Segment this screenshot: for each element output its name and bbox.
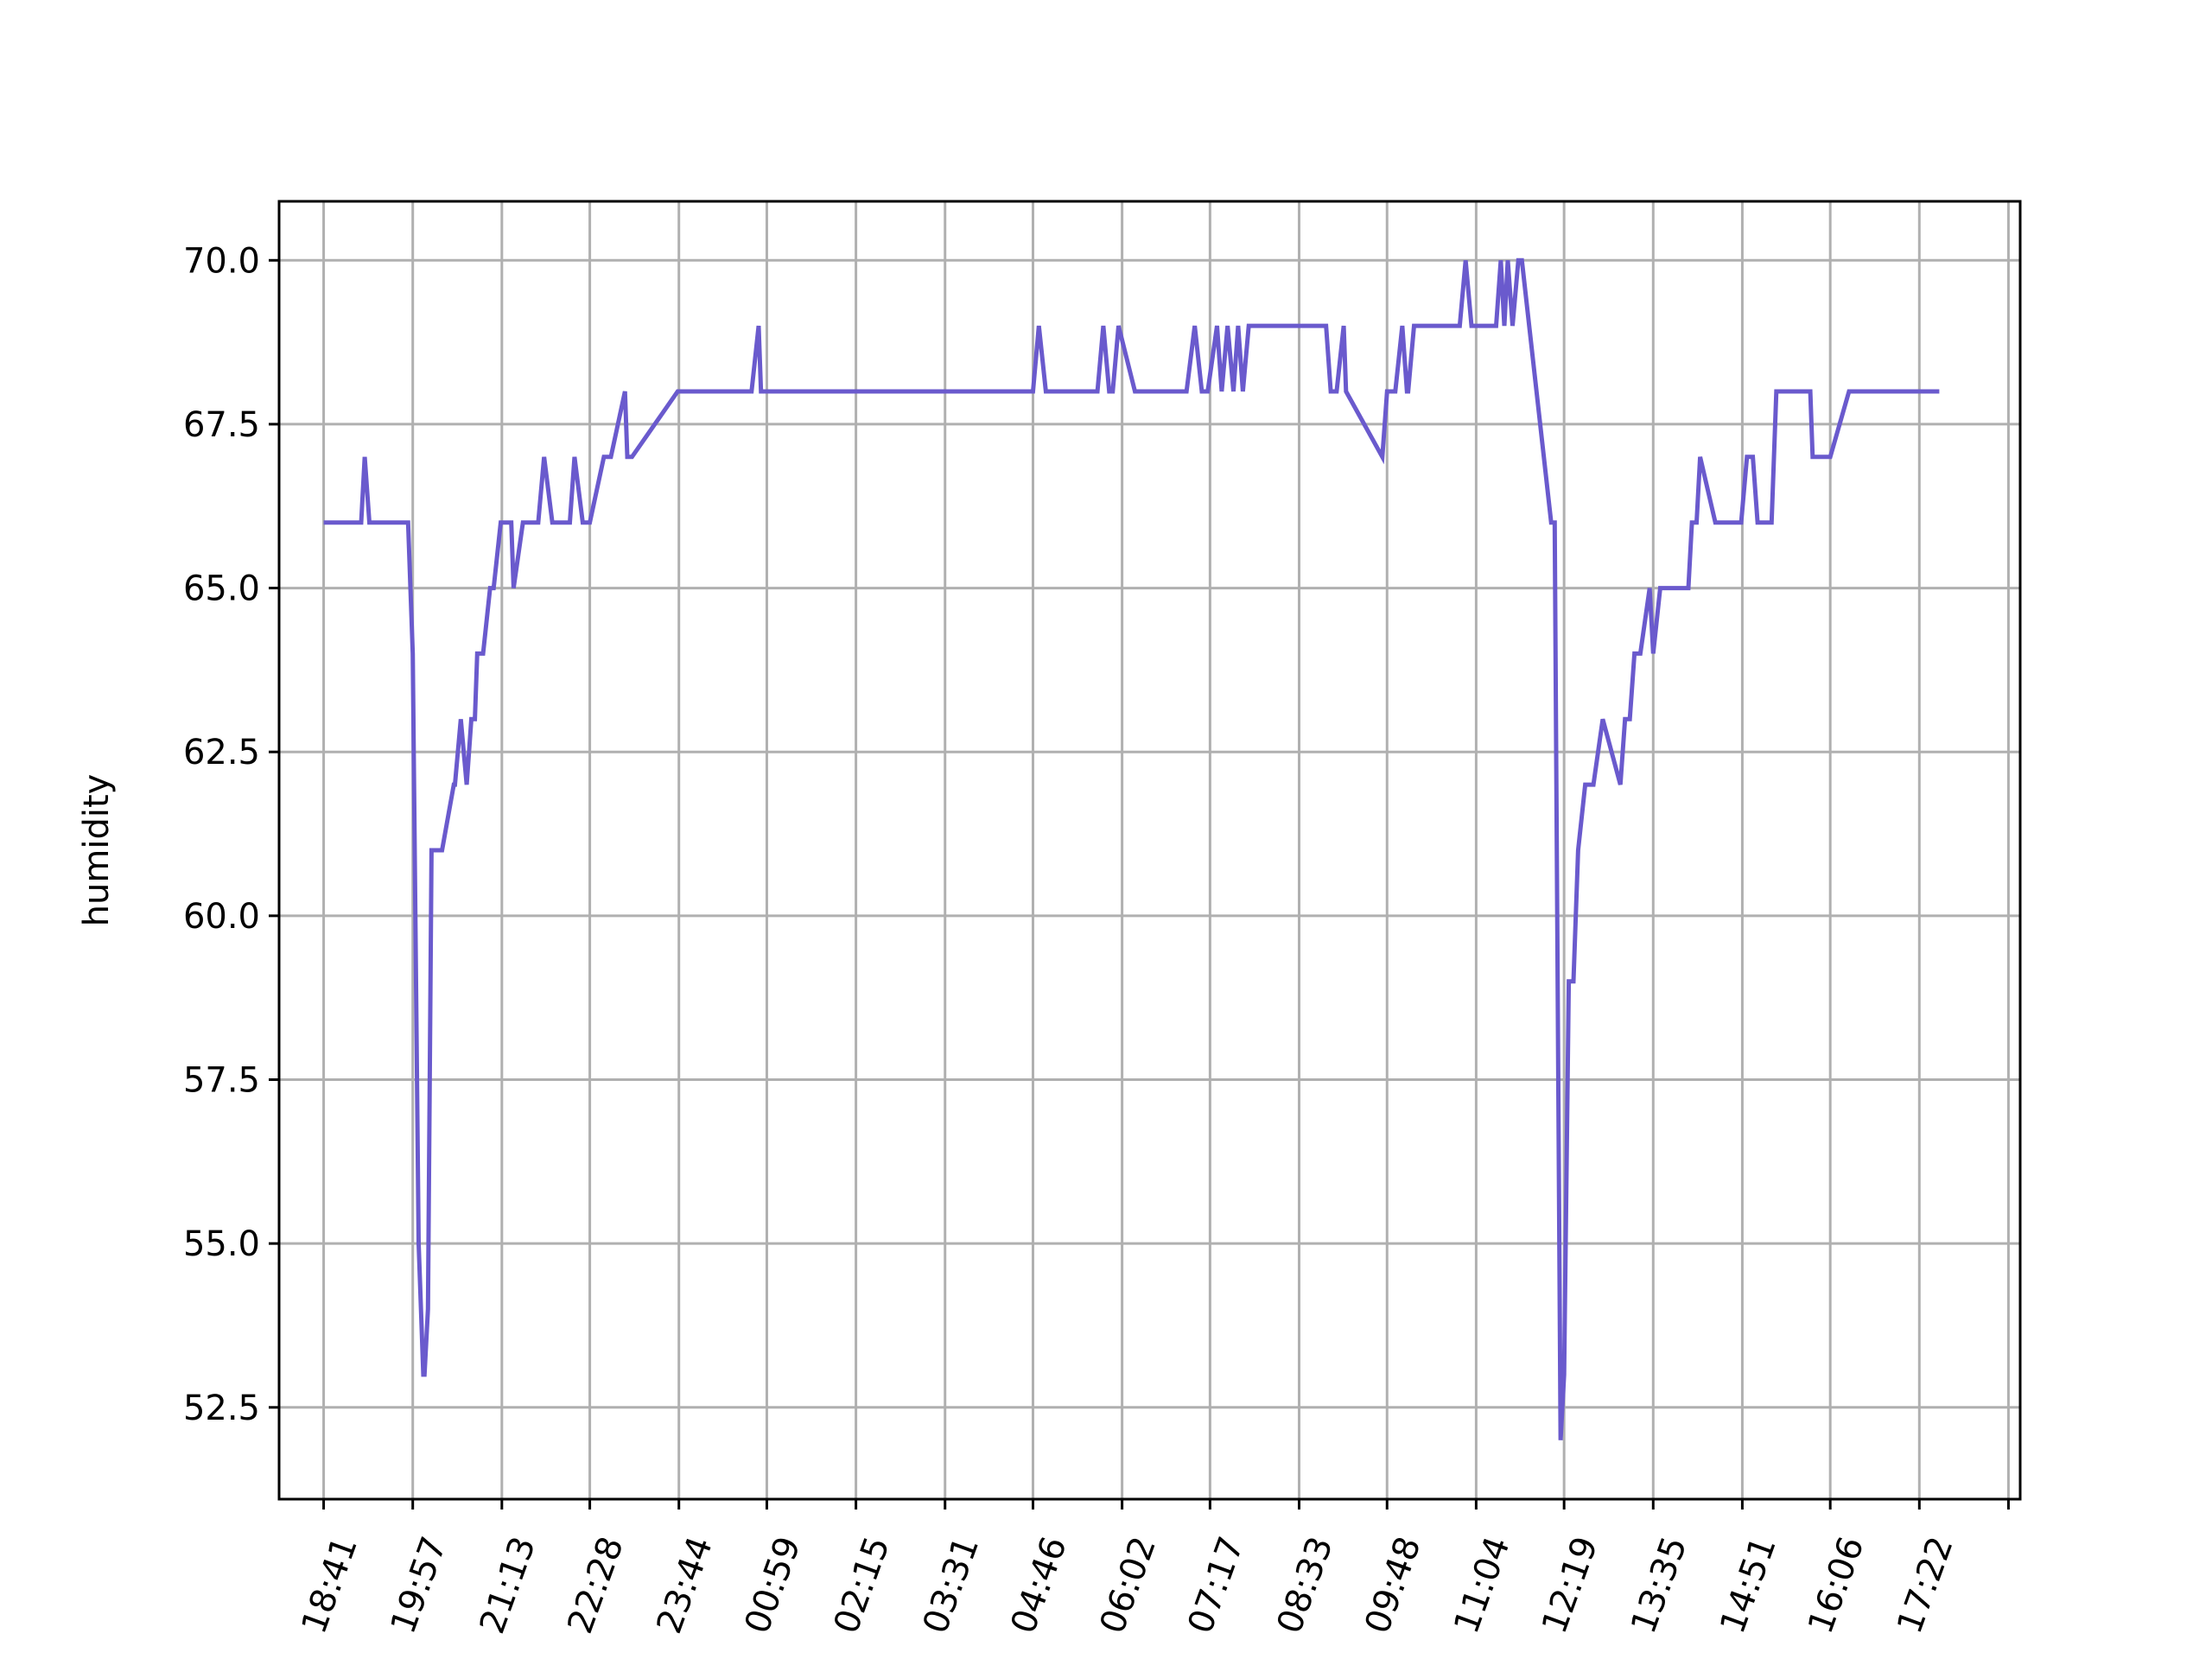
- y-tick-label: 70.0: [183, 241, 260, 281]
- y-tick-label: 57.5: [183, 1061, 260, 1101]
- data-line-group: [323, 257, 1940, 1440]
- y-tick-label: 62.5: [183, 733, 260, 772]
- y-axis-label: humidity: [77, 774, 117, 927]
- plot-frame: [277, 200, 2022, 1501]
- y-tick-label: 55.0: [183, 1224, 260, 1264]
- y-tick-label: 52.5: [183, 1389, 260, 1428]
- y-tick-label: 60.0: [183, 897, 260, 937]
- y-tick-label: 67.5: [183, 405, 260, 445]
- y-axis: 52.5 55.0 57.5 60.0 62.5 65.0 67.5 70.0: [183, 241, 279, 1428]
- humidity-series-line: [323, 257, 1940, 1440]
- y-tick-label: 65.0: [183, 569, 260, 609]
